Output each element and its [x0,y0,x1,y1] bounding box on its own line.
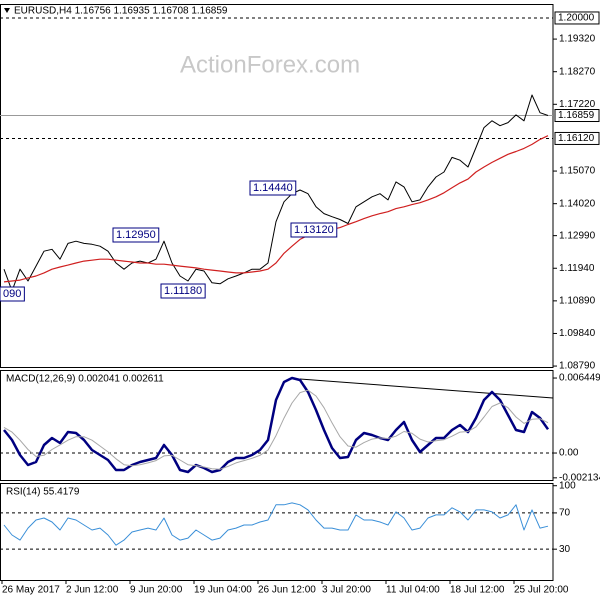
y-tick-label: 1.10890 [559,295,596,306]
level-label: 1.16120 [558,133,595,144]
price-label-box [112,227,160,243]
x-tick-label: 3 Jul 20:00 [322,585,371,596]
price-label: 1.12950 [116,229,156,241]
level-label-box [554,11,600,25]
price-label-box [249,180,297,196]
series-line [3,389,549,470]
chart-title: EURUSD,H4 1.16756 1.16935 1.16708 1.1685… [14,6,228,17]
watermark: ActionForex.com [180,51,360,78]
y-tick-label: 1.09840 [559,328,596,339]
level-label-box [554,109,600,123]
price-label-box [0,286,25,302]
y-tick-label: 0.00 [559,448,579,459]
macd-title: MACD(12,26,9) 0.002041 0.002611 [6,374,164,385]
x-tick-label: 2 Jun 12:00 [66,585,119,596]
x-tick-label: 18 Jul 12:00 [450,585,505,596]
x-tick-label: 26 May 2017 [2,585,60,596]
level-label-box [554,131,600,145]
y-tick-label: 1.12990 [559,230,596,241]
x-tick-label: 25 Jul 20:00 [514,585,569,596]
x-tick-label: 11 Jul 04:00 [386,585,440,596]
price-label-box [290,222,338,238]
title-icon [4,8,10,13]
price-label: 1.14440 [253,182,293,194]
y-tick-label: 1.18270 [559,66,596,77]
price-label: 090 [3,288,21,300]
level-label: 1.20000 [558,13,595,24]
series-line [3,94,549,292]
panel-frame [0,370,554,481]
x-tick-label: 26 Jun 12:00 [258,585,316,596]
series-line [3,135,549,283]
series-line [3,502,549,546]
y-tick-label: 1.08790 [559,361,596,372]
y-tick-label: -0.002134 [559,472,600,483]
macd-trendline [299,378,554,399]
y-tick-label: 0.006449 [559,373,600,384]
x-tick-label: 9 Jun 20:00 [130,585,183,596]
y-tick-label: 1.14020 [559,198,596,209]
y-tick-label: 30 [559,544,571,555]
y-tick-label: 100 [559,480,576,491]
price-label: 1.11180 [164,285,202,297]
series-line [3,376,550,474]
panel-frame [0,4,554,368]
price-label: 1.13120 [294,224,334,236]
level-label: 1.16859 [558,110,595,121]
y-tick-label: 1.15070 [559,166,596,177]
y-tick-label: 1.19320 [559,34,596,45]
x-tick-label: 19 Jun 04:00 [194,585,252,596]
y-tick-label: 1.17220 [559,99,596,110]
y-tick-label: 70 [559,508,571,519]
price-label-box [160,283,206,299]
y-tick-label: 1.11940 [559,263,595,274]
panel-frame [0,483,554,581]
rsi-title: RSI(14) 55.4179 [6,487,80,498]
